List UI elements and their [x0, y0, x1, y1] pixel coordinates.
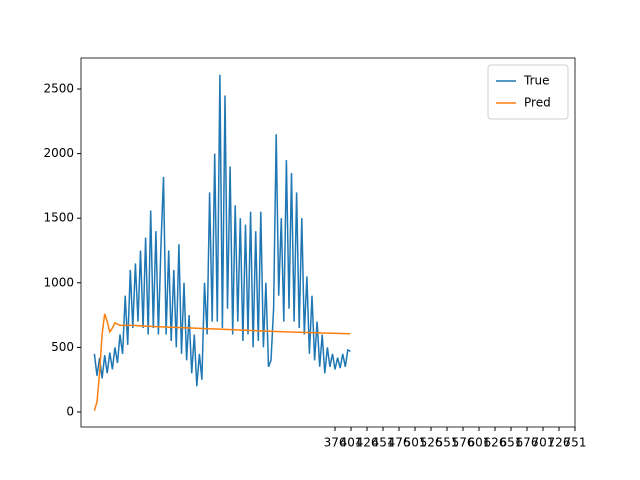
- axes-frame: [80, 57, 576, 428]
- x-tick-label: 526: [420, 436, 443, 450]
- y-tick-label: 500: [51, 340, 74, 354]
- x-tick-label: 376: [324, 436, 347, 450]
- x-tick-label: 576: [452, 436, 475, 450]
- x-tick-label: 751: [564, 436, 587, 450]
- legend-label: Pred: [524, 96, 551, 110]
- y-tick-label: 0: [66, 405, 74, 419]
- x-tick-label: 551: [436, 436, 459, 450]
- x-tick-label: 651: [500, 436, 523, 450]
- x-tick-label: 626: [484, 436, 507, 450]
- x-tick-label: 451: [372, 436, 395, 450]
- y-tick-label: 2000: [43, 146, 74, 160]
- series-line: [93, 74, 351, 387]
- legend-box: [487, 64, 569, 120]
- x-tick-label: 501: [404, 436, 427, 450]
- x-tick-label: 476: [388, 436, 411, 450]
- x-tick-label: 601: [468, 436, 491, 450]
- y-tick-label: 1000: [43, 275, 74, 289]
- legend-label: True: [523, 74, 550, 88]
- x-tick-label: 726: [548, 436, 571, 450]
- series-line: [93, 313, 351, 411]
- x-tick-label: 701: [532, 436, 555, 450]
- y-tick-label: 1500: [43, 211, 74, 225]
- x-tick-label: 676: [516, 436, 539, 450]
- y-tick-label: 2500: [43, 82, 74, 96]
- x-tick-label: 426: [356, 436, 379, 450]
- x-tick-label: 401: [340, 436, 363, 450]
